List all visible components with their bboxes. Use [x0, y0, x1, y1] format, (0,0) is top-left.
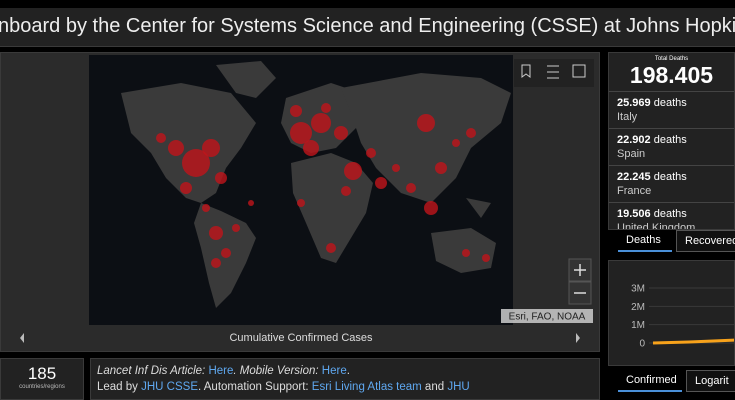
info-box: Lancet Inf Dis Article: Here. Mobile Ver… [90, 358, 600, 400]
y-tick-label: 0 [639, 339, 645, 350]
header-title: nboard by the Center for Systems Science… [0, 15, 735, 37]
chart-panel: 3M 2M 1M 0 [608, 260, 735, 366]
deaths-panel: Total Deaths 198.405 25.969 deaths Italy 2… [608, 52, 735, 230]
death-unit: deaths [653, 171, 687, 183]
map-caption: Cumulative Confirmed Cases [229, 332, 373, 344]
info-link[interactable]: JHU CSSE [141, 381, 198, 393]
death-country: France [617, 185, 652, 197]
death-country: Spain [617, 148, 646, 160]
attribution-bg [501, 309, 593, 323]
qr-icon[interactable] [572, 64, 586, 78]
map[interactable]: Esri, FAO, NOAA Cumulative Confirmed Cas… [1, 53, 600, 352]
info-text: Lead by [97, 381, 142, 393]
info-link[interactable]: Here [208, 365, 234, 377]
info-link[interactable]: Esri Living Atlas team [311, 381, 422, 393]
header: nboard by the Center for Systems Science… [0, 8, 735, 47]
death-line: 22.902 deaths [617, 133, 728, 147]
prev-arrow[interactable] [20, 333, 24, 343]
countries-box: 185 countries/regions [0, 358, 84, 400]
death-item: 25.969 deaths Italy [609, 92, 734, 129]
info-text: Article: [167, 365, 209, 377]
info-text: Lancet Inf Dis [97, 365, 168, 377]
info-text: . Automation Support: [198, 381, 312, 393]
death-item: 19.506 deaths United Kingdom [609, 203, 734, 230]
tab[interactable]: Deaths [618, 230, 672, 252]
info-line: Lead by JHU CSSE. Automation Support: Es… [97, 379, 593, 395]
death-count: 19.506 [617, 208, 651, 220]
info-link[interactable]: JHU [447, 381, 470, 393]
death-unit: deaths [653, 134, 687, 146]
death-item: 22.245 deaths France [609, 166, 734, 203]
next-arrow[interactable] [576, 333, 580, 343]
info-text: and [421, 381, 448, 393]
confirmed-line [652, 338, 734, 345]
tab[interactable]: Logarit [686, 370, 735, 392]
tab[interactable]: Recovered [676, 230, 735, 252]
death-item: 22.902 deaths Spain [609, 129, 734, 166]
death-unit: deaths [653, 97, 687, 109]
death-line: 22.245 deaths [617, 170, 728, 184]
info-text: . [346, 365, 350, 377]
countries-count: 185 [27, 364, 57, 383]
deaths-list: 25.969 deaths Italy 22.902 deaths Spain 22.2… [609, 91, 734, 230]
map-tools[interactable] [514, 59, 594, 87]
death-count: 25.969 [617, 97, 651, 109]
info-link[interactable]: Here [321, 365, 347, 377]
zoom-in-icon [574, 264, 586, 276]
countries-label: countries/regions [19, 384, 65, 390]
death-count: 22.902 [617, 134, 651, 146]
list-icon[interactable] [547, 65, 559, 79]
death-unit: deaths [653, 208, 687, 220]
death-line: 25.969 deaths [617, 96, 728, 110]
chart: 3M 2M 1M 0 [631, 284, 734, 350]
info-line: Lancet Inf Dis Article: Here. Mobile Ver… [97, 363, 593, 379]
map-panel: Esri, FAO, NOAA Cumulative Confirmed Cas… [0, 52, 600, 352]
info-text: . Mobile Version: [233, 365, 322, 377]
y-tick-label: 1M [631, 320, 645, 331]
death-country: United Kingdom [617, 222, 696, 230]
deaths-title: Total Deaths [654, 56, 689, 62]
y-tick-label: 2M [631, 302, 645, 313]
case-bubbles [156, 103, 490, 268]
tab[interactable]: Confirmed [618, 370, 682, 392]
attribution: Esri, FAO, NOAA [509, 312, 586, 323]
death-line: 19.506 deaths [617, 207, 728, 221]
y-tick-label: 3M [631, 284, 645, 295]
death-country: Italy [617, 111, 638, 123]
death-count: 22.245 [617, 171, 651, 183]
deaths-total: 198.405 [629, 62, 714, 88]
bookmark-icon[interactable] [521, 64, 531, 78]
